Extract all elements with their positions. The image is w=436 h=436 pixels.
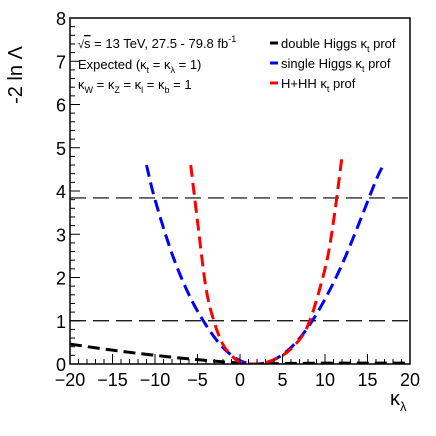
- x-axis: −20 −15 −10 −5 0 5 10 15 20: [55, 354, 420, 390]
- y-tick-label: 1: [56, 312, 66, 332]
- series-line-2: [189, 156, 344, 364]
- svg-text:single Higgs κt prof: single Higgs κt prof: [281, 56, 391, 74]
- x-axis-label: κλ: [390, 388, 407, 414]
- legend-entry-double-higgs: double Higgs κt prof: [270, 36, 396, 54]
- annotation-energy-lumi: √s = 13 TeV, 27.5 - 79.8 fb-1: [78, 34, 236, 51]
- series-line-1: [145, 162, 386, 364]
- legend-entry-h-hh: H+HH κt prof: [270, 76, 356, 94]
- x-tick-label: 10: [315, 370, 335, 390]
- x-tick-label: −5: [187, 370, 208, 390]
- annotation-couplings: κW = κZ = κl = κb = 1: [78, 77, 192, 95]
- x-tick-label: 0: [235, 370, 245, 390]
- y-tick-label: 6: [56, 96, 66, 116]
- series-layer: [70, 156, 410, 364]
- y-axis-label: -2 ln Λ: [5, 45, 27, 103]
- x-tick-label: −15: [97, 370, 128, 390]
- svg-text:H+HH κt prof: H+HH κt prof: [281, 76, 356, 94]
- svg-text:double Higgs κt prof: double Higgs κt prof: [281, 36, 396, 54]
- reference-lines: [70, 197, 410, 322]
- y-axis: 0 1 2 3 4 5 6 7 8: [56, 9, 80, 375]
- y-tick-label: 4: [56, 182, 66, 202]
- y-tick-label: 5: [56, 139, 66, 159]
- legend: double Higgs κt prof single Higgs κt pro…: [270, 36, 396, 94]
- y-tick-label: 2: [56, 269, 66, 289]
- annotation-expected: Expected (κt = κλ = 1): [78, 57, 201, 75]
- series-line-0: [70, 342, 410, 364]
- x-tick-label: 20: [400, 370, 420, 390]
- y-tick-label: 8: [56, 9, 66, 29]
- y-tick-label: 0: [56, 355, 66, 375]
- x-tick-label: −10: [140, 370, 171, 390]
- y-tick-label: 3: [56, 225, 66, 245]
- x-tick-label: −20: [55, 370, 86, 390]
- y-tick-label: 7: [56, 52, 66, 72]
- x-tick-label: 5: [277, 370, 287, 390]
- legend-entry-single-higgs: single Higgs κt prof: [270, 56, 391, 74]
- x-tick-label: 15: [357, 370, 377, 390]
